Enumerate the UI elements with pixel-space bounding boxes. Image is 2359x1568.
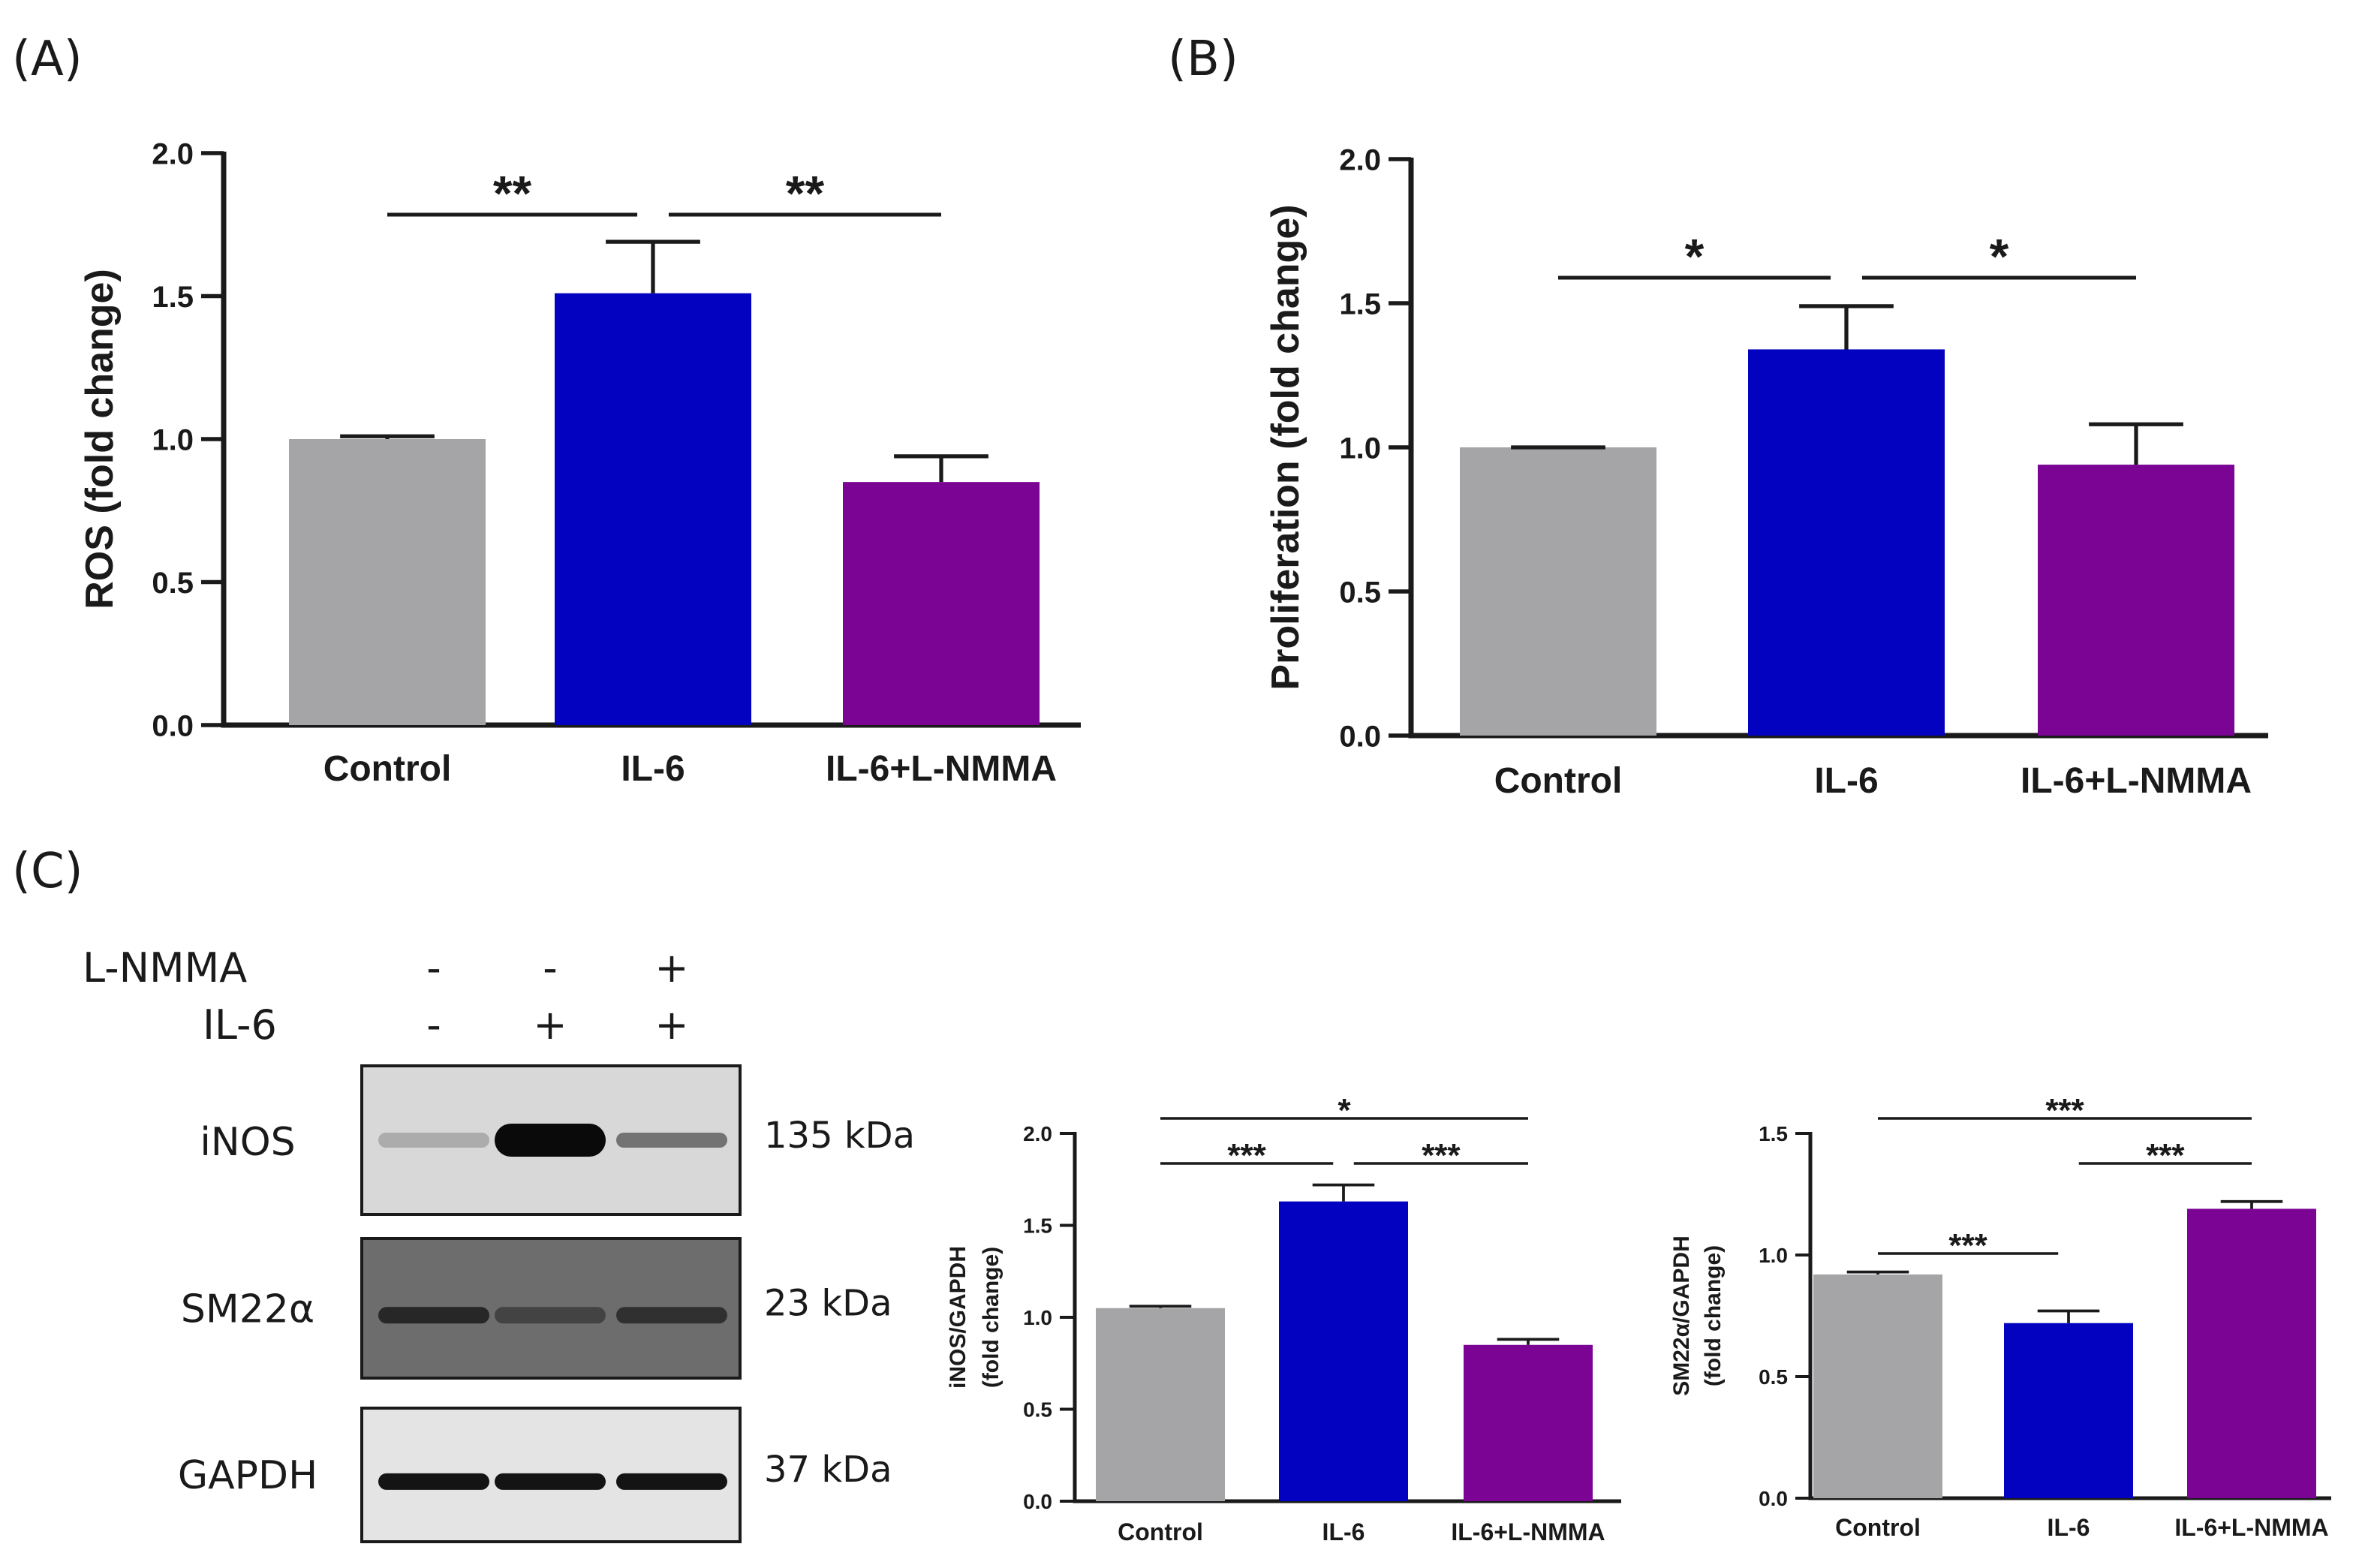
y-tick-label: 1.0: [1759, 1244, 1788, 1267]
y-tick-label: 1.0: [1023, 1306, 1052, 1329]
bar-control: [289, 439, 486, 725]
significance-label: ***: [1227, 1137, 1266, 1174]
significance-label: **: [493, 165, 532, 221]
y-tick-label: 0.5: [1759, 1365, 1788, 1389]
y-tick-label: 2.0: [1339, 143, 1381, 176]
significance-label: **: [786, 165, 825, 221]
y-axis-title-line2: (fold change): [979, 1247, 1003, 1388]
x-tick-label: IL-6+L-NMMA: [2020, 761, 2252, 801]
chart-4: 0.0 0.5 1.0 1.5 SM22α/GAPDH (fold change) Cont…: [1669, 1092, 2331, 1541]
blot-band: [378, 1473, 489, 1490]
significance-label: ***: [1948, 1227, 1987, 1264]
treatment-mark: +: [654, 1001, 688, 1049]
x-tick-label: Control: [1835, 1514, 1921, 1541]
molecular-weight-label: 37 kDa: [764, 1449, 892, 1491]
x-tick-label: IL-6: [1814, 761, 1878, 801]
blot-panel-sm22-: SM22α 23 kDa: [181, 1237, 892, 1380]
bar-il-6-l-nmma: [843, 482, 1040, 725]
blot-band: [495, 1473, 606, 1490]
treatment-mark: -: [543, 944, 558, 992]
significance-label: *: [1337, 1092, 1351, 1129]
y-tick-label: 0.0: [1339, 720, 1381, 753]
y-axis-title-line2: (fold change): [1701, 1245, 1726, 1386]
molecular-weight-label: 135 kDa: [764, 1115, 915, 1157]
y-axis-title: ROS (fold change): [78, 269, 122, 609]
blot-band: [495, 1307, 606, 1324]
y-axis-title: iNOS/GAPDH: [946, 1246, 970, 1389]
x-tick-label: IL-6+L-NMMA: [826, 749, 1057, 789]
y-axis-title: Proliferation (fold change): [1264, 204, 1307, 690]
bar-control: [1813, 1274, 1942, 1498]
western-blot: L-NMMA - - + IL-6 - + + iNOS 135 kDa SM22α 23 kDa GA…: [83, 944, 915, 1543]
panel-label-c: (C): [12, 844, 83, 899]
x-tick-label: IL-6: [2048, 1514, 2090, 1541]
y-tick-label: 1.5: [152, 281, 194, 314]
molecular-weight-label: 23 kDa: [764, 1282, 892, 1324]
x-tick-label: IL-6+L-NMMA: [2174, 1514, 2328, 1541]
blot-band: [616, 1473, 727, 1490]
y-tick-label: 1.5: [1339, 287, 1381, 321]
panel-label-a: (A): [12, 32, 83, 87]
protein-label: iNOS: [200, 1120, 295, 1165]
x-tick-label: Control: [323, 749, 452, 789]
significance-label: *: [1685, 228, 1705, 284]
y-axis-title: SM22α/GAPDH: [1669, 1235, 1694, 1396]
y-tick-label: 0.5: [1339, 576, 1381, 609]
bar-il-6: [1748, 349, 1945, 736]
panel-label-b: (B): [1168, 32, 1238, 87]
blot-band: [495, 1124, 606, 1157]
y-tick-label: 1.5: [1759, 1122, 1788, 1145]
significance-label: ***: [2146, 1137, 2185, 1174]
chart-3: 0.0 0.5 1.0 1.5 2.0 iNOS/GAPDH (fold change) Co…: [946, 1092, 1621, 1545]
y-tick-label: 2.0: [152, 137, 194, 170]
x-tick-label: Control: [1494, 761, 1623, 801]
treatment-label: L-NMMA: [83, 944, 247, 992]
bar-il-6-l-nmma: [2038, 465, 2234, 736]
treatment-mark: +: [654, 944, 688, 992]
significance-label: ***: [2045, 1092, 2084, 1129]
blot-band: [616, 1307, 727, 1324]
bar-il-6: [1279, 1201, 1408, 1501]
charts-layer: 0.0 0.5 1.0 1.5 2.0 ROS (fold change) Control I…: [78, 137, 2331, 1545]
significance-label: ***: [1422, 1137, 1461, 1174]
protein-label: GAPDH: [178, 1453, 317, 1498]
treatment-mark: -: [426, 1001, 441, 1049]
chart-2: 0.0 0.5 1.0 1.5 2.0 Proliferation (fold chang…: [1264, 143, 2268, 801]
blot-band: [378, 1307, 489, 1324]
y-tick-label: 1.0: [152, 423, 194, 456]
blot-panel-gapdh: GAPDH 37 kDa: [178, 1407, 892, 1543]
y-tick-label: 0.0: [1023, 1490, 1052, 1513]
blot-band: [378, 1133, 489, 1148]
blot-panel-inos: iNOS 135 kDa: [200, 1064, 915, 1216]
bar-control: [1096, 1308, 1225, 1501]
y-tick-label: 0.0: [1759, 1487, 1788, 1510]
blot-band: [616, 1133, 727, 1148]
y-tick-label: 0.0: [152, 709, 194, 742]
treatment-mark: -: [426, 944, 441, 992]
y-tick-label: 1.5: [1023, 1214, 1052, 1238]
bar-il-6-l-nmma: [2187, 1208, 2316, 1498]
y-tick-label: 0.5: [1023, 1398, 1052, 1422]
x-tick-label: IL-6: [1322, 1518, 1365, 1545]
bar-il-6: [555, 293, 751, 725]
significance-label: *: [1990, 228, 2009, 284]
y-tick-label: 1.0: [1339, 432, 1381, 465]
chart-1: 0.0 0.5 1.0 1.5 2.0 ROS (fold change) Control I…: [78, 137, 1081, 789]
bar-il-6: [2004, 1323, 2133, 1498]
protein-label: SM22α: [181, 1287, 314, 1332]
bar-il-6-l-nmma: [1464, 1344, 1593, 1501]
x-tick-label: IL-6+L-NMMA: [1451, 1518, 1605, 1545]
treatment-mark: +: [533, 1001, 567, 1049]
y-tick-label: 2.0: [1023, 1122, 1052, 1145]
treatment-label: IL-6: [203, 1001, 277, 1049]
x-tick-label: IL-6: [621, 749, 685, 789]
bar-control: [1460, 447, 1656, 736]
x-tick-label: Control: [1118, 1518, 1203, 1545]
y-tick-label: 0.5: [152, 567, 194, 600]
